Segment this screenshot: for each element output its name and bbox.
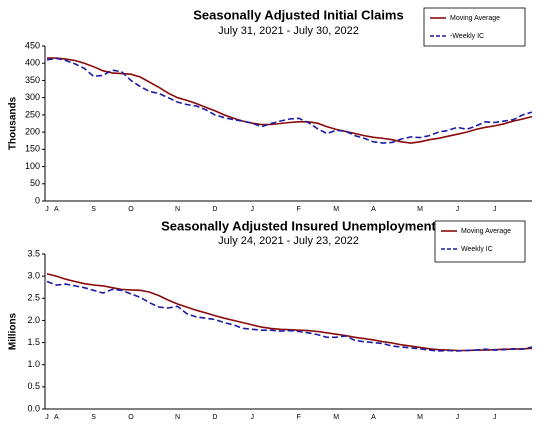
chart-title: Seasonally Adjusted Insured Unemployment bbox=[161, 218, 436, 233]
legend-box bbox=[434, 220, 526, 263]
series-line bbox=[47, 57, 533, 144]
series-line bbox=[46, 280, 533, 352]
x-tick-label: S bbox=[91, 414, 96, 421]
x-tick-label: D bbox=[212, 206, 217, 213]
legend-label: -Weekly IC bbox=[450, 33, 484, 40]
chart-subtitle: July 24, 2021 - July 23, 2022 bbox=[218, 235, 359, 247]
y-tick-label: 2.0 bbox=[27, 315, 40, 325]
x-tick-label: D bbox=[212, 414, 217, 421]
y-tick-label: 1.0 bbox=[27, 359, 40, 369]
legend: Moving Average Weekly IC bbox=[434, 220, 526, 263]
y-tick-label: 50 bbox=[30, 178, 40, 188]
y-axis-label: Millions bbox=[8, 312, 19, 350]
x-tick-label: M bbox=[333, 206, 339, 213]
y-tick-label: 300 bbox=[25, 92, 40, 102]
y-tick-label: 400 bbox=[25, 58, 40, 68]
x-tick-label: A bbox=[371, 206, 376, 213]
x-tick-label: M bbox=[333, 414, 339, 421]
x-tick-label: J bbox=[250, 414, 254, 421]
x-tick-label: J bbox=[456, 206, 460, 213]
chart-subtitle: July 31, 2021 - July 30, 2022 bbox=[218, 25, 359, 37]
series-line bbox=[46, 273, 533, 352]
chart-title: Seasonally Adjusted Initial Claims bbox=[193, 7, 403, 22]
y-tick-label: 3.5 bbox=[27, 248, 40, 258]
x-tick-label: F bbox=[297, 414, 301, 421]
x-tick-label: J bbox=[493, 206, 497, 213]
x-tick-label: J bbox=[45, 414, 49, 421]
y-tick-label: 1.5 bbox=[27, 337, 40, 347]
x-tick-label: M bbox=[417, 206, 423, 213]
legend-label: Moving Average bbox=[450, 15, 500, 22]
y-tick-label: 100 bbox=[25, 161, 40, 171]
x-tick-label: F bbox=[297, 206, 301, 213]
y-tick-label: 0.0 bbox=[27, 403, 40, 413]
y-tick-label: 150 bbox=[25, 144, 40, 154]
y-tick-label: 2.5 bbox=[27, 293, 40, 303]
x-tick-label: J bbox=[493, 414, 497, 421]
y-tick-label: 3.0 bbox=[27, 271, 40, 281]
y-axis-label: Thousands bbox=[8, 96, 19, 150]
y-tick-label: 0.5 bbox=[27, 381, 40, 391]
x-tick-label: O bbox=[128, 414, 134, 421]
x-tick-label: A bbox=[371, 414, 376, 421]
legend-label: Weekly IC bbox=[461, 246, 493, 253]
x-tick-label: O bbox=[128, 206, 134, 213]
x-tick-label: S bbox=[91, 206, 96, 213]
legend-box bbox=[423, 7, 526, 47]
x-tick-label: J bbox=[456, 414, 460, 421]
x-tick-label: J bbox=[45, 206, 49, 213]
y-tick-label: 0 bbox=[35, 195, 40, 205]
legend: Moving Average -Weekly IC bbox=[423, 7, 526, 47]
series-line bbox=[46, 57, 533, 144]
x-tick-label: M bbox=[417, 414, 423, 421]
y-tick-label: 350 bbox=[25, 75, 40, 85]
y-tick-label: 250 bbox=[25, 109, 40, 119]
x-tick-label: A bbox=[54, 206, 59, 213]
x-tick-label: A bbox=[54, 414, 59, 421]
y-tick-label: 200 bbox=[25, 126, 40, 136]
y-tick-label: 450 bbox=[25, 40, 40, 50]
x-tick-label: J bbox=[250, 206, 254, 213]
x-tick-label: N bbox=[175, 414, 180, 421]
legend-label: Moving Average bbox=[461, 228, 511, 235]
x-tick-label: N bbox=[175, 206, 180, 213]
